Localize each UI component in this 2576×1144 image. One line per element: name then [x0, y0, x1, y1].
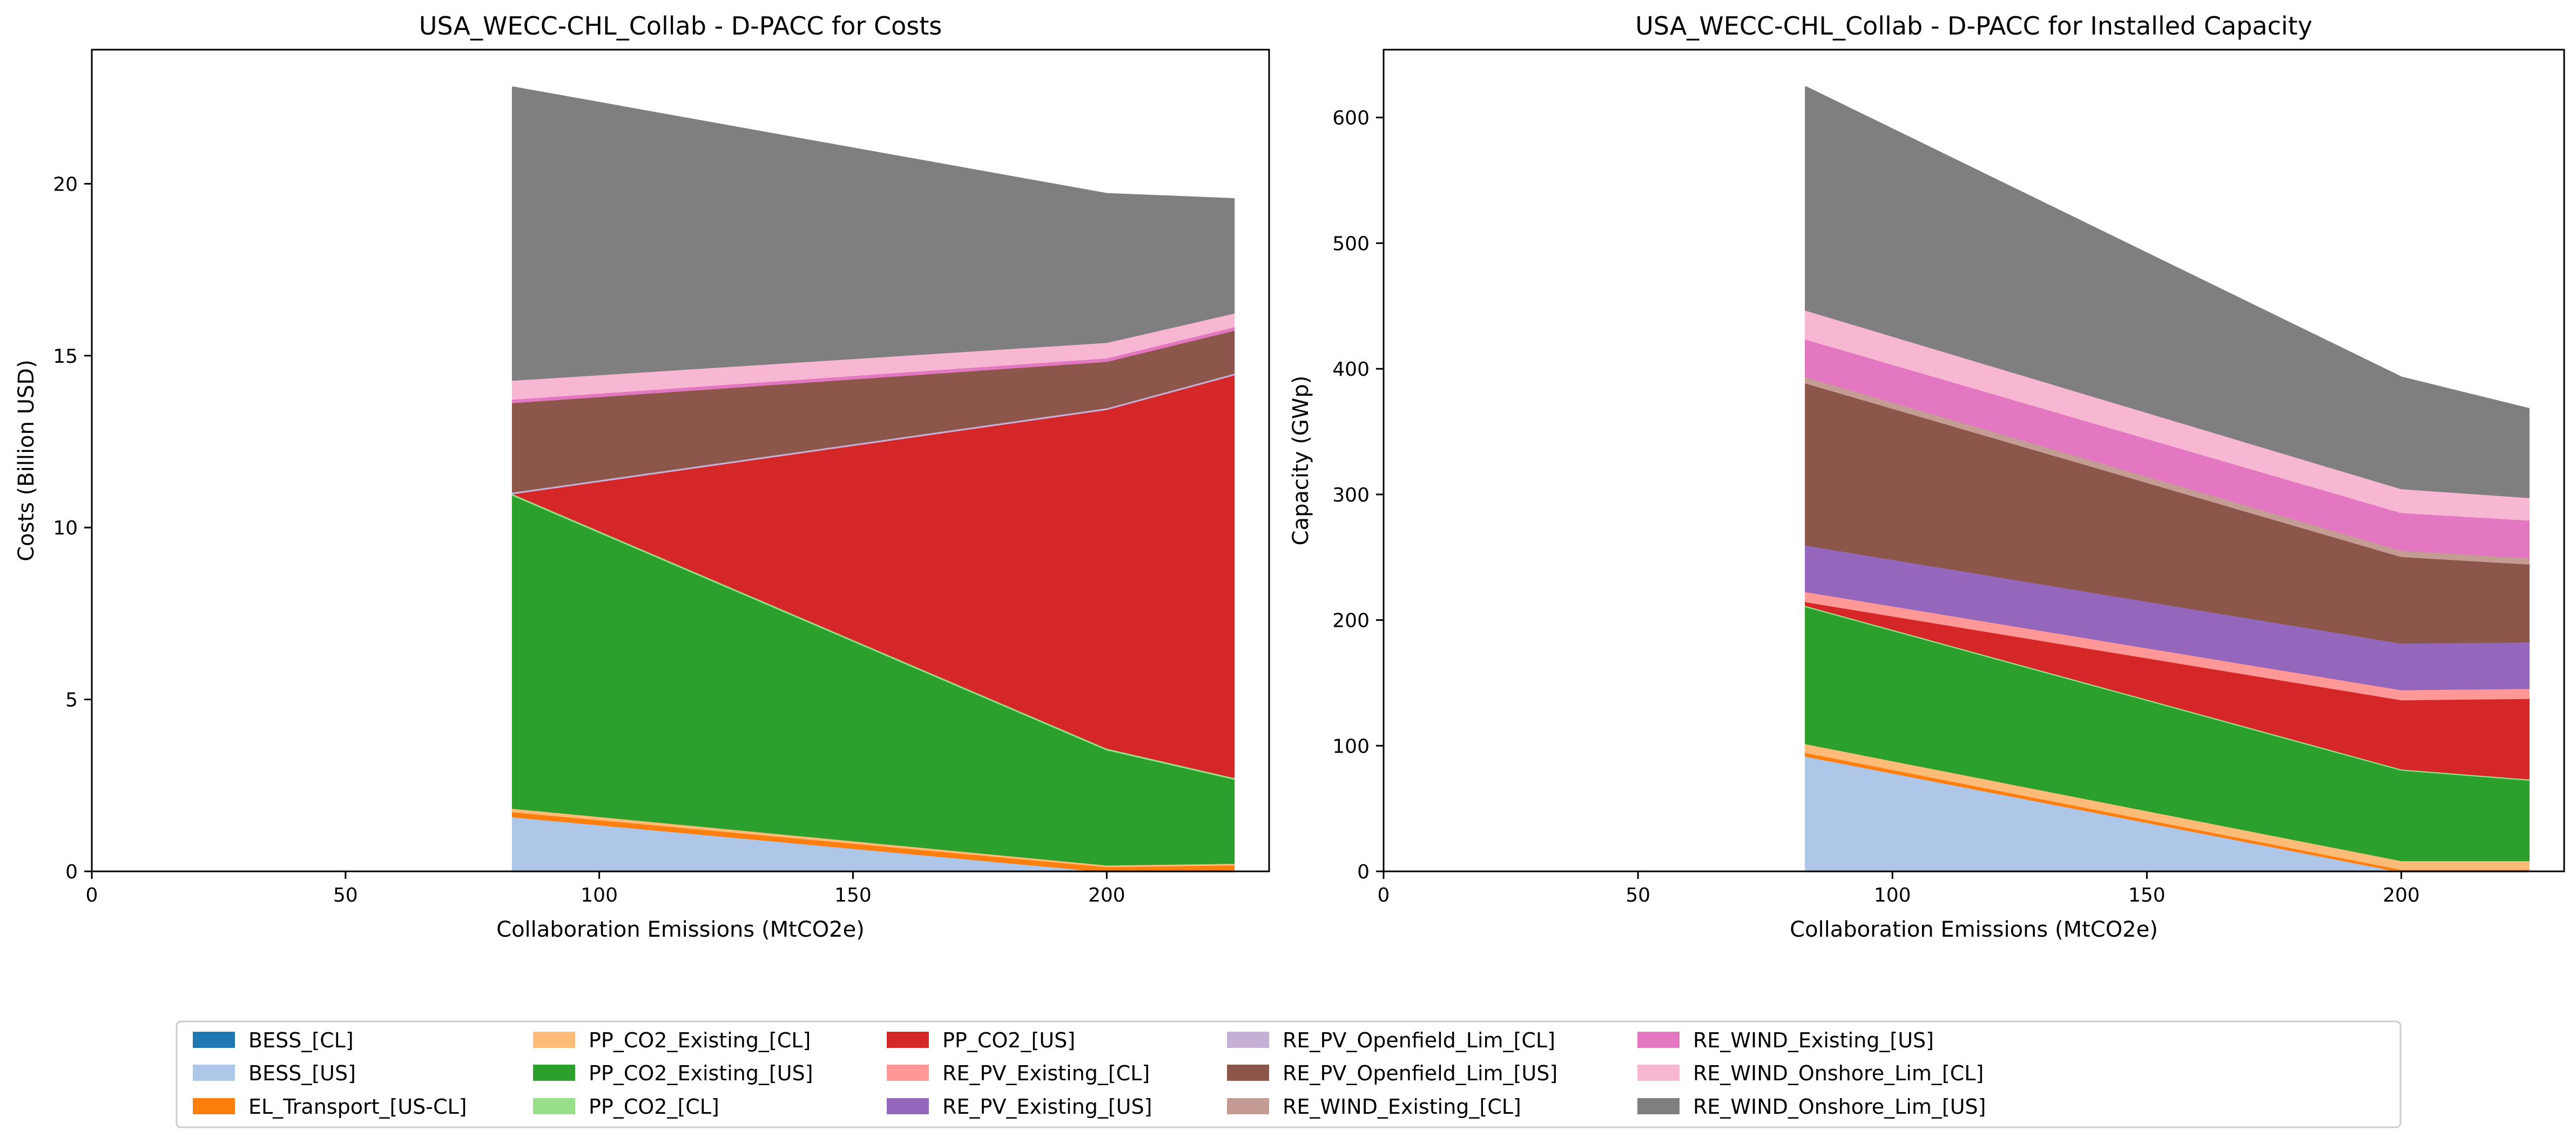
costs-y-tick-label: 10	[53, 517, 78, 539]
costs-y-tick-label: 20	[53, 173, 78, 195]
legend-swatch	[533, 1065, 575, 1081]
capacity-chart-y-label: Capacity (GWp)	[1289, 376, 1313, 546]
legend-label: BESS_[CL]	[248, 1028, 354, 1052]
costs-chart-x-ticks: 0 50 100 150 200	[86, 871, 1125, 906]
legend-swatch	[533, 1032, 575, 1048]
capacity-chart-x-ticks: 0 50 100 150 200	[1378, 871, 2420, 906]
costs-x-tick-label: 100	[581, 884, 618, 906]
legend-swatch	[193, 1032, 235, 1048]
legend-item-re-wind-onshore-lim-us: RE_WIND_Onshore_Lim_[US]	[1637, 1095, 1986, 1119]
legend-label: PP_CO2_Existing_[US]	[589, 1061, 813, 1085]
legend-swatch	[193, 1065, 235, 1081]
legend-entries: BESS_[CL] BESS_[US] EL_Transport_[US-CL] PP…	[193, 1028, 1986, 1119]
legend-label: RE_PV_Openfield_Lim_[US]	[1283, 1061, 1557, 1085]
legend-swatch	[1637, 1065, 1680, 1081]
legend-swatch	[887, 1065, 929, 1081]
costs-x-tick-label: 50	[333, 884, 358, 906]
capacity-y-tick-label: 600	[1332, 107, 1370, 130]
capacity-x-tick-label: 50	[1626, 884, 1650, 906]
legend-swatch	[1227, 1098, 1269, 1114]
legend-label: PP_CO2_Existing_[CL]	[589, 1028, 811, 1052]
legend-item-re-wind-existing-us: RE_WIND_Existing_[US]	[1637, 1028, 1934, 1052]
costs-y-tick-label: 0	[65, 861, 78, 883]
costs-y-tick-label: 5	[65, 689, 78, 712]
legend-label: EL_Transport_[US-CL]	[248, 1095, 467, 1119]
costs-x-tick-label: 150	[834, 884, 872, 906]
legend-label: RE_PV_Existing_[US]	[942, 1095, 1152, 1119]
legend-item-re-pv-openfield-lim-cl: RE_PV_Openfield_Lim_[CL]	[1227, 1028, 1555, 1052]
capacity-chart: USA_WECC-CHL_Collab - D-PACC for Install…	[1289, 11, 2565, 942]
legend-swatch	[193, 1098, 235, 1114]
costs-chart-areas	[511, 86, 1235, 872]
legend-label: RE_WIND_Onshore_Lim_[US]	[1693, 1095, 1986, 1119]
legend-swatch	[1637, 1098, 1680, 1114]
capacity-x-tick-label: 200	[2383, 884, 2420, 906]
legend-item-bess-us: BESS_[US]	[193, 1061, 356, 1085]
legend-item-el-transport-us-cl: EL_Transport_[US-CL]	[193, 1095, 467, 1119]
legend-label: RE_WIND_Onshore_Lim_[CL]	[1693, 1061, 1984, 1085]
legend-item-re-pv-openfield-lim-us: RE_PV_Openfield_Lim_[US]	[1227, 1061, 1557, 1085]
costs-chart: USA_WECC-CHL_Collab - D-PACC for Costs 0…	[14, 11, 1270, 942]
capacity-y-tick-label: 200	[1332, 610, 1370, 632]
legend-swatch	[1227, 1065, 1269, 1081]
legend-item-re-pv-existing-us: RE_PV_Existing_[US]	[887, 1095, 1152, 1119]
legend-label: RE_WIND_Existing_[US]	[1693, 1028, 1934, 1052]
capacity-y-tick-label: 100	[1332, 735, 1370, 757]
legend-item-re-pv-existing-cl: RE_PV_Existing_[CL]	[887, 1061, 1150, 1085]
capacity-chart-areas	[1805, 86, 2530, 872]
costs-chart-y-ticks: 0 5 10 15 20	[53, 173, 92, 883]
capacity-x-tick-label: 150	[2128, 884, 2166, 906]
costs-chart-frame	[91, 49, 1270, 872]
capacity-y-tick-label: 400	[1332, 358, 1370, 381]
legend-swatch	[887, 1098, 929, 1114]
legend-swatch	[887, 1032, 929, 1048]
capacity-area-re-wind-onshore-lim-us	[1805, 86, 2530, 498]
legend-item-re-wind-existing-cl: RE_WIND_Existing_[CL]	[1227, 1095, 1521, 1119]
legend-swatch	[533, 1098, 575, 1114]
capacity-chart-x-label: Collaboration Emissions (MtCO2e)	[1790, 917, 2158, 942]
costs-y-tick-label: 15	[53, 346, 78, 368]
costs-chart-x-label: Collaboration Emissions (MtCO2e)	[496, 917, 865, 942]
legend-item-pp-co2-existing-us: PP_CO2_Existing_[US]	[533, 1061, 813, 1085]
legend-item-pp-co2-us: PP_CO2_[US]	[887, 1028, 1075, 1052]
capacity-chart-y-ticks: 0 100 200 300 400 500 600	[1332, 107, 1384, 883]
legend-item-re-wind-onshore-lim-cl: RE_WIND_Onshore_Lim_[CL]	[1637, 1061, 1984, 1085]
legend-label: RE_PV_Existing_[CL]	[942, 1061, 1150, 1085]
costs-area-re-wind-onshore-lim-us	[511, 86, 1235, 381]
costs-x-tick-label: 0	[86, 884, 98, 906]
capacity-x-tick-label: 0	[1378, 884, 1390, 906]
capacity-x-tick-label: 100	[1874, 884, 1911, 906]
legend-label: BESS_[US]	[248, 1061, 356, 1085]
legend-label: PP_CO2_[US]	[942, 1028, 1075, 1052]
costs-chart-title: USA_WECC-CHL_Collab - D-PACC for Costs	[419, 11, 942, 40]
legend-label: RE_PV_Openfield_Lim_[CL]	[1283, 1028, 1555, 1052]
legend-label: RE_WIND_Existing_[CL]	[1283, 1095, 1521, 1119]
capacity-y-tick-label: 0	[1357, 861, 1370, 883]
legend-box	[176, 1020, 2402, 1128]
legend-item-pp-co2-existing-cl: PP_CO2_Existing_[CL]	[533, 1028, 811, 1052]
legend-item-bess-cl: BESS_[CL]	[193, 1028, 354, 1052]
costs-x-tick-label: 200	[1088, 884, 1125, 906]
legend: BESS_[CL] BESS_[US] EL_Transport_[US-CL] PP…	[176, 1020, 2402, 1128]
legend-item-pp-co2-cl: PP_CO2_[CL]	[533, 1095, 719, 1119]
legend-label: PP_CO2_[CL]	[589, 1095, 719, 1119]
capacity-chart-title: USA_WECC-CHL_Collab - D-PACC for Install…	[1635, 11, 2312, 40]
legend-swatch	[1637, 1032, 1680, 1048]
capacity-y-tick-label: 300	[1332, 484, 1370, 506]
capacity-chart-frame	[1383, 49, 2565, 872]
legend-swatch	[1227, 1032, 1269, 1048]
capacity-y-tick-label: 500	[1332, 233, 1370, 255]
costs-chart-y-label: Costs (Billion USD)	[14, 360, 39, 561]
